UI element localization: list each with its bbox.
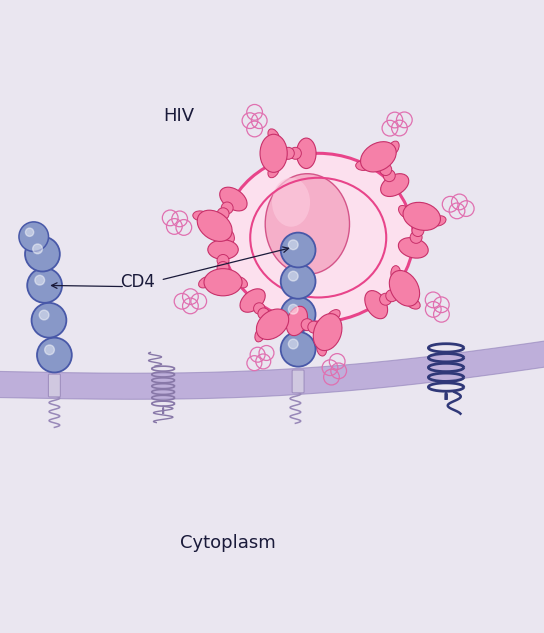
Circle shape — [281, 297, 316, 332]
FancyBboxPatch shape — [292, 370, 304, 393]
Ellipse shape — [327, 310, 340, 322]
Circle shape — [282, 147, 294, 160]
Ellipse shape — [233, 277, 248, 288]
Ellipse shape — [255, 328, 265, 342]
Circle shape — [281, 332, 316, 367]
Text: HIV: HIV — [163, 106, 194, 125]
Ellipse shape — [224, 229, 234, 243]
Circle shape — [410, 232, 422, 243]
Ellipse shape — [223, 153, 413, 322]
Circle shape — [288, 304, 298, 314]
Circle shape — [258, 308, 269, 319]
Ellipse shape — [197, 210, 232, 241]
Ellipse shape — [208, 240, 238, 260]
Ellipse shape — [272, 178, 310, 227]
Ellipse shape — [204, 268, 242, 296]
Circle shape — [281, 232, 316, 267]
Ellipse shape — [399, 206, 411, 218]
Circle shape — [281, 264, 316, 299]
Ellipse shape — [240, 289, 265, 312]
Ellipse shape — [381, 173, 409, 196]
Ellipse shape — [403, 203, 441, 230]
Ellipse shape — [313, 313, 342, 351]
Circle shape — [32, 303, 66, 337]
Ellipse shape — [390, 270, 419, 306]
Circle shape — [33, 244, 42, 254]
Ellipse shape — [199, 277, 213, 288]
Ellipse shape — [365, 291, 388, 319]
Circle shape — [221, 202, 233, 214]
Ellipse shape — [286, 306, 307, 335]
Circle shape — [288, 272, 298, 281]
Circle shape — [37, 337, 72, 372]
Ellipse shape — [260, 134, 287, 172]
Ellipse shape — [361, 142, 396, 172]
Circle shape — [289, 147, 301, 160]
Ellipse shape — [398, 237, 428, 258]
Ellipse shape — [296, 138, 316, 168]
Circle shape — [25, 237, 60, 272]
Circle shape — [380, 293, 392, 305]
Circle shape — [384, 170, 395, 182]
Ellipse shape — [388, 141, 399, 155]
Ellipse shape — [265, 173, 349, 274]
Ellipse shape — [356, 161, 371, 170]
Ellipse shape — [431, 216, 446, 226]
Circle shape — [45, 345, 54, 354]
Circle shape — [217, 261, 229, 273]
Ellipse shape — [391, 266, 401, 281]
Circle shape — [27, 268, 62, 303]
Circle shape — [288, 339, 298, 349]
Circle shape — [217, 208, 229, 220]
Text: CD4: CD4 — [120, 273, 154, 291]
Ellipse shape — [220, 187, 247, 211]
Ellipse shape — [406, 298, 420, 309]
Circle shape — [412, 225, 424, 237]
Ellipse shape — [193, 211, 208, 221]
Ellipse shape — [317, 341, 326, 356]
Circle shape — [254, 303, 265, 314]
Circle shape — [288, 240, 298, 249]
FancyBboxPatch shape — [48, 374, 60, 397]
Circle shape — [35, 275, 45, 285]
Circle shape — [19, 222, 48, 251]
Ellipse shape — [268, 164, 279, 178]
Circle shape — [308, 321, 320, 333]
Polygon shape — [0, 333, 544, 399]
Circle shape — [26, 228, 34, 236]
Ellipse shape — [278, 309, 292, 318]
Text: Cytoplasm: Cytoplasm — [180, 534, 275, 552]
Ellipse shape — [268, 129, 279, 143]
Circle shape — [301, 318, 313, 330]
Circle shape — [380, 163, 392, 175]
Circle shape — [39, 310, 49, 320]
Circle shape — [217, 254, 229, 266]
Ellipse shape — [256, 309, 289, 339]
Circle shape — [386, 290, 398, 302]
